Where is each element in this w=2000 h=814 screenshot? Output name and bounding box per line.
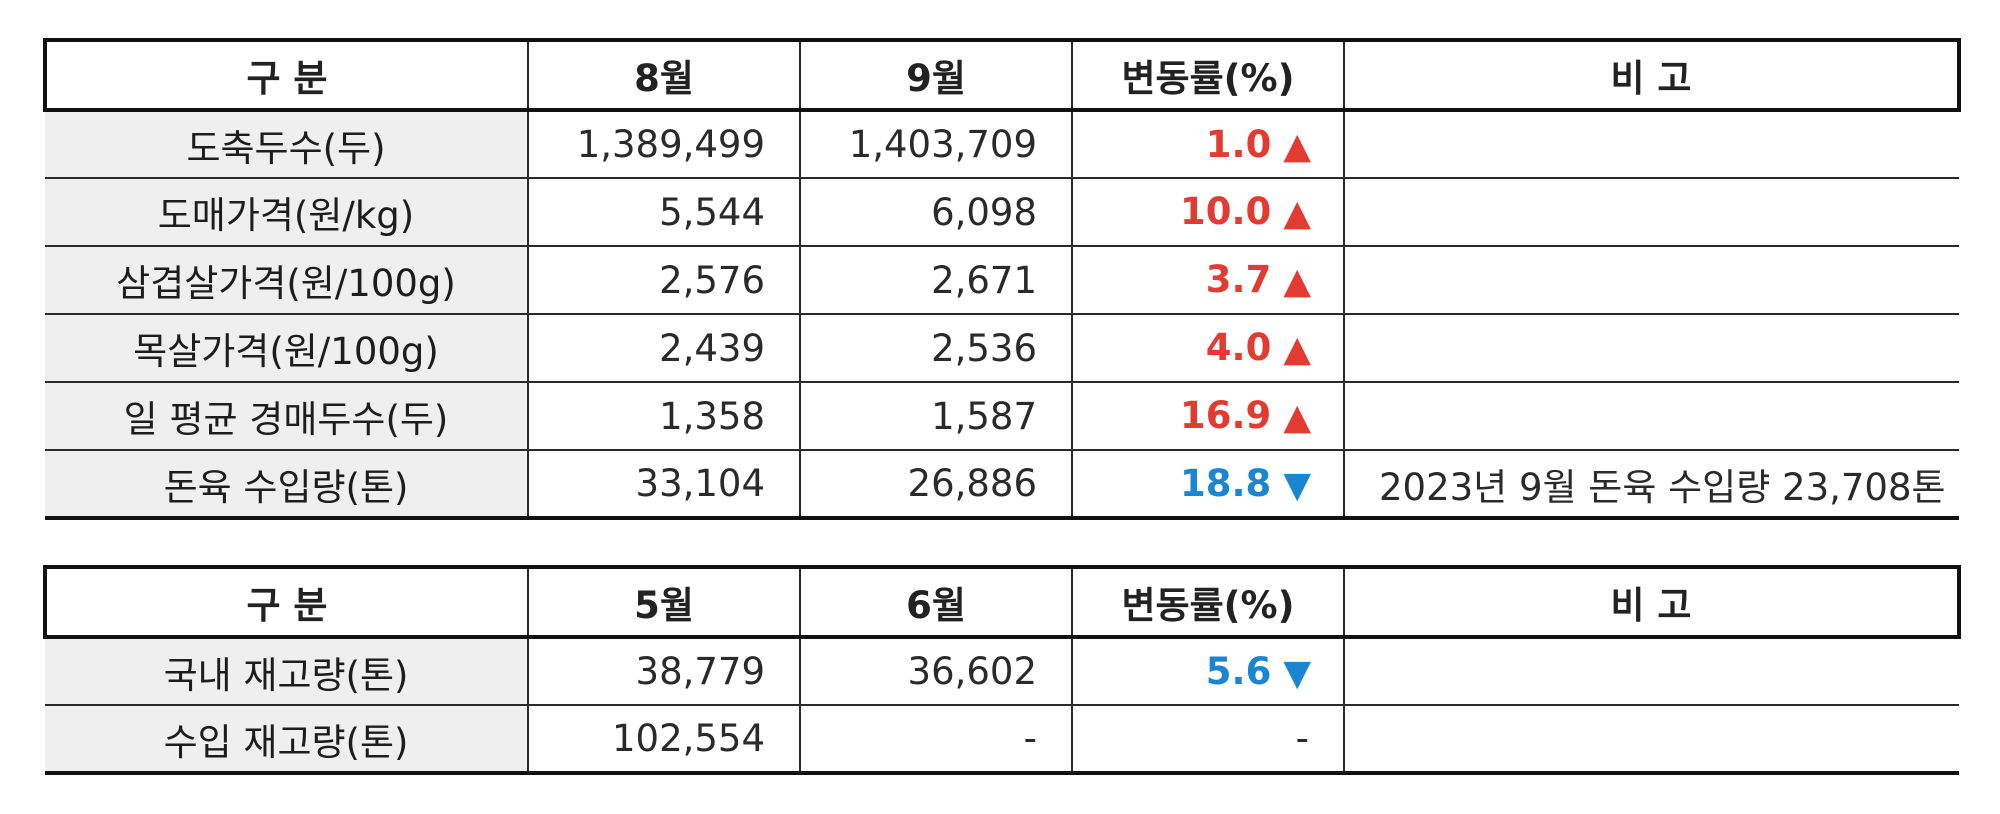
decrease-arrow-icon: ▼ bbox=[1283, 464, 1311, 506]
increase-arrow-icon: ▲ bbox=[1283, 329, 1311, 370]
change-rate-cell: 5.6 ▼ bbox=[1071, 636, 1345, 706]
change-rate-value: 10.0 bbox=[1180, 190, 1272, 233]
prev-month-value: 2,439 bbox=[527, 313, 801, 383]
remarks-cell bbox=[1343, 245, 1959, 315]
change-rate-cell: - bbox=[1071, 704, 1345, 775]
change-rate-cell: 3.7 ▲ bbox=[1071, 245, 1345, 315]
table-row: 국내 재고량(톤) 38,779 36,602 5.6 ▼ bbox=[45, 636, 1959, 706]
header-curr-month: 9월 bbox=[799, 38, 1073, 112]
table-header-row: 구 분 5월 6월 변동률(%) 비 고 bbox=[43, 565, 1961, 639]
change-rate-value: 1.0 bbox=[1205, 122, 1272, 166]
change-rate-cell: 18.8 ▼ bbox=[1071, 449, 1345, 520]
header-category: 구 분 bbox=[43, 565, 529, 639]
table-row: 돈육 수입량(톤) 33,104 26,886 18.8 ▼ 2023년 9월 돈육 수입… bbox=[45, 449, 1959, 520]
remarks-cell bbox=[1343, 109, 1959, 179]
table-body: 국내 재고량(톤) 38,779 36,602 5.6 ▼ 수입 재고량(톤) 102,55… bbox=[45, 636, 1959, 775]
curr-month-value: 2,536 bbox=[799, 313, 1073, 383]
increase-arrow-icon: ▲ bbox=[1283, 261, 1311, 302]
change-rate-value: 16.9 bbox=[1180, 394, 1272, 437]
row-label: 국내 재고량(톤) bbox=[45, 636, 529, 706]
header-curr-month: 6월 bbox=[799, 565, 1073, 639]
change-rate-value: 18.8 bbox=[1180, 461, 1272, 505]
prev-month-value: 102,554 bbox=[527, 704, 801, 775]
row-label: 삼겹살가격(원/100g) bbox=[45, 245, 529, 315]
header-change-rate: 변동률(%) bbox=[1071, 565, 1345, 639]
table-row: 수입 재고량(톤) 102,554- - bbox=[45, 704, 1959, 775]
curr-month-value: 26,886 bbox=[799, 449, 1073, 520]
prev-month-value: 33,104 bbox=[527, 449, 801, 520]
table-row: 삼겹살가격(원/100g) 2,576 2,671 3.7 ▲ bbox=[45, 245, 1959, 315]
table-row: 도매가격(원/kg) 5,544 6,098 10.0 ▲ bbox=[45, 177, 1959, 247]
table-row: 목살가격(원/100g) 2,439 2,536 4.0 ▲ bbox=[45, 313, 1959, 383]
table-body: 도축두수(두) 1,389,499 1,403,709 1.0 ▲ 도매가격(원/kg) 5… bbox=[45, 109, 1959, 520]
header-remarks: 비 고 bbox=[1343, 38, 1961, 112]
row-label: 도매가격(원/kg) bbox=[45, 177, 529, 247]
remarks-cell bbox=[1343, 313, 1959, 383]
prev-month-value: 5,544 bbox=[527, 177, 801, 247]
curr-month-value: - bbox=[799, 704, 1073, 775]
change-rate-value: 4.0 bbox=[1205, 326, 1272, 369]
prev-month-value: 1,389,499 bbox=[527, 109, 801, 179]
header-prev-month: 8월 bbox=[527, 38, 801, 112]
change-rate-cell: 1.0 ▲ bbox=[1071, 109, 1345, 179]
curr-month-value: 36,602 bbox=[799, 636, 1073, 706]
prev-month-value: 2,576 bbox=[527, 245, 801, 315]
decrease-arrow-icon: ▼ bbox=[1283, 652, 1311, 694]
curr-month-value: 6,098 bbox=[799, 177, 1073, 247]
row-label: 돈육 수입량(톤) bbox=[45, 449, 529, 520]
header-change-rate: 변동률(%) bbox=[1071, 38, 1345, 112]
row-label: 목살가격(원/100g) bbox=[45, 313, 529, 383]
curr-month-value: 1,403,709 bbox=[799, 109, 1073, 179]
remarks-cell bbox=[1343, 636, 1959, 706]
increase-arrow-icon: ▲ bbox=[1283, 397, 1311, 438]
remarks-cell bbox=[1343, 704, 1959, 775]
increase-arrow-icon: ▲ bbox=[1283, 125, 1311, 167]
remarks-cell bbox=[1343, 177, 1959, 247]
increase-arrow-icon: ▲ bbox=[1283, 193, 1311, 234]
prev-month-value: 38,779 bbox=[527, 636, 801, 706]
row-label: 일 평균 경매두수(두) bbox=[45, 381, 529, 451]
table-header-row: 구 분 8월 9월 변동률(%) 비 고 bbox=[43, 38, 1961, 112]
change-rate-cell: 16.9 ▲ bbox=[1071, 381, 1345, 451]
table-row: 일 평균 경매두수(두) 1,358 1,587 16.9 ▲ bbox=[45, 381, 1959, 451]
change-rate-value: - bbox=[1295, 717, 1309, 760]
table-row: 도축두수(두) 1,389,499 1,403,709 1.0 ▲ bbox=[45, 109, 1959, 179]
change-rate-value: 3.7 bbox=[1205, 258, 1272, 301]
change-rate-value: 5.6 bbox=[1205, 649, 1272, 693]
monthly-indicator-table: 구 분 8월 9월 변동률(%) 비 고 도축두수(두) 1,389,499 1,4… bbox=[43, 38, 1961, 520]
curr-month-value: 2,671 bbox=[799, 245, 1073, 315]
header-remarks: 비 고 bbox=[1343, 565, 1961, 639]
prev-month-value: 1,358 bbox=[527, 381, 801, 451]
inventory-table: 구 분 5월 6월 변동률(%) 비 고 국내 재고량(톤) 38,779 36,6… bbox=[43, 565, 1961, 775]
remarks-cell: 2023년 9월 돈육 수입량 23,708톤 bbox=[1343, 449, 1959, 520]
row-label: 수입 재고량(톤) bbox=[45, 704, 529, 775]
row-label: 도축두수(두) bbox=[45, 109, 529, 179]
curr-month-value: 1,587 bbox=[799, 381, 1073, 451]
change-rate-cell: 4.0 ▲ bbox=[1071, 313, 1345, 383]
change-rate-cell: 10.0 ▲ bbox=[1071, 177, 1345, 247]
header-prev-month: 5월 bbox=[527, 565, 801, 639]
remarks-cell bbox=[1343, 381, 1959, 451]
header-category: 구 분 bbox=[43, 38, 529, 112]
